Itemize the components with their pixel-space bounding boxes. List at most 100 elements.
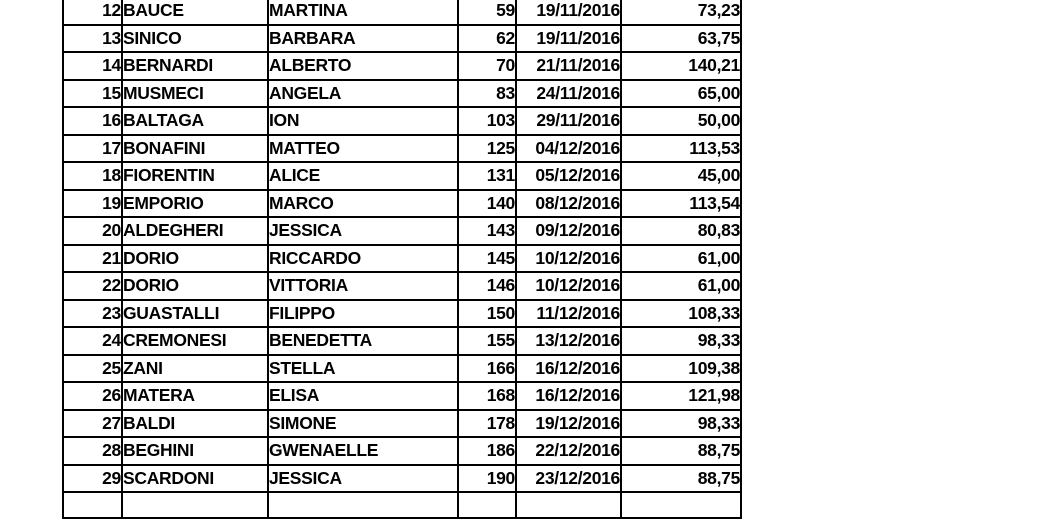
cell-date[interactable]: 04/12/2016	[515, 133, 622, 163]
cell-first-name[interactable]: ELISA	[267, 381, 459, 411]
cell-surname[interactable]: SINICO	[121, 23, 269, 53]
cell-member-id[interactable]: 131	[457, 161, 517, 191]
cell-member-id[interactable]	[457, 491, 517, 519]
cell-row-number[interactable]: 27	[62, 408, 123, 438]
cell-amount[interactable]: 63,75	[620, 23, 742, 53]
cell-member-id[interactable]: 70	[457, 51, 517, 81]
cell-row-number[interactable]: 25	[62, 353, 123, 383]
cell-surname[interactable]: DORIO	[121, 271, 269, 301]
cell-row-number[interactable]: 20	[62, 216, 123, 246]
cell-first-name[interactable]: BARBARA	[267, 23, 459, 53]
cell-first-name[interactable]: JESSICA	[267, 463, 459, 493]
cell-first-name[interactable]: ANGELA	[267, 78, 459, 108]
cell-surname[interactable]: BEGHINI	[121, 436, 269, 466]
cell-surname[interactable]	[121, 491, 269, 519]
cell-member-id[interactable]: 140	[457, 188, 517, 218]
cell-first-name[interactable]: SIMONE	[267, 408, 459, 438]
cell-member-id[interactable]: 190	[457, 463, 517, 493]
cell-date[interactable]: 10/12/2016	[515, 243, 622, 273]
cell-row-number[interactable]: 29	[62, 463, 123, 493]
cell-date[interactable]: 16/12/2016	[515, 381, 622, 411]
cell-amount[interactable]: 73,23	[620, 0, 742, 26]
cell-first-name[interactable]: GWENAELLE	[267, 436, 459, 466]
cell-row-number[interactable]: 18	[62, 161, 123, 191]
cell-row-number[interactable]: 14	[62, 51, 123, 81]
cell-first-name[interactable]: ALICE	[267, 161, 459, 191]
cell-amount[interactable]: 98,33	[620, 408, 742, 438]
cell-amount[interactable]: 113,54	[620, 188, 742, 218]
cell-member-id[interactable]: 168	[457, 381, 517, 411]
cell-first-name[interactable]: MARTINA	[267, 0, 459, 26]
cell-member-id[interactable]: 166	[457, 353, 517, 383]
cell-first-name[interactable]: BENEDETTA	[267, 326, 459, 356]
cell-amount[interactable]: 98,33	[620, 326, 742, 356]
cell-amount[interactable]: 113,53	[620, 133, 742, 163]
cell-amount[interactable]: 108,33	[620, 298, 742, 328]
cell-member-id[interactable]: 178	[457, 408, 517, 438]
cell-surname[interactable]: GUASTALLI	[121, 298, 269, 328]
cell-member-id[interactable]: 145	[457, 243, 517, 273]
cell-date[interactable]: 24/11/2016	[515, 78, 622, 108]
cell-amount[interactable]: 140,21	[620, 51, 742, 81]
cell-date[interactable]: 11/12/2016	[515, 298, 622, 328]
cell-surname[interactable]: BAUCE	[121, 0, 269, 26]
cell-amount[interactable]: 45,00	[620, 161, 742, 191]
cell-date[interactable]: 29/11/2016	[515, 106, 622, 136]
cell-member-id[interactable]: 186	[457, 436, 517, 466]
cell-member-id[interactable]: 143	[457, 216, 517, 246]
cell-first-name[interactable]: STELLA	[267, 353, 459, 383]
cell-row-number[interactable]: 12	[62, 0, 123, 26]
cell-amount[interactable]: 61,00	[620, 271, 742, 301]
cell-row-number[interactable]: 23	[62, 298, 123, 328]
cell-date[interactable]: 13/12/2016	[515, 326, 622, 356]
cell-surname[interactable]: BALTAGA	[121, 106, 269, 136]
cell-row-number[interactable]: 17	[62, 133, 123, 163]
cell-row-number[interactable]	[62, 491, 123, 519]
cell-date[interactable]: 22/12/2016	[515, 436, 622, 466]
cell-first-name[interactable]: VITTORIA	[267, 271, 459, 301]
cell-first-name[interactable]: MARCO	[267, 188, 459, 218]
cell-amount[interactable]: 109,38	[620, 353, 742, 383]
cell-member-id[interactable]: 62	[457, 23, 517, 53]
cell-row-number[interactable]: 28	[62, 436, 123, 466]
cell-member-id[interactable]: 59	[457, 0, 517, 26]
cell-row-number[interactable]: 13	[62, 23, 123, 53]
cell-row-number[interactable]: 16	[62, 106, 123, 136]
cell-member-id[interactable]: 125	[457, 133, 517, 163]
cell-surname[interactable]: CREMONESI	[121, 326, 269, 356]
cell-amount[interactable]: 80,83	[620, 216, 742, 246]
cell-first-name[interactable]: JESSICA	[267, 216, 459, 246]
cell-member-id[interactable]: 83	[457, 78, 517, 108]
cell-date[interactable]: 05/12/2016	[515, 161, 622, 191]
cell-member-id[interactable]: 155	[457, 326, 517, 356]
cell-date[interactable]: 19/11/2016	[515, 23, 622, 53]
cell-date[interactable]: 10/12/2016	[515, 271, 622, 301]
cell-amount[interactable]: 88,75	[620, 436, 742, 466]
cell-member-id[interactable]: 150	[457, 298, 517, 328]
cell-surname[interactable]: MATERA	[121, 381, 269, 411]
cell-first-name[interactable]: FILIPPO	[267, 298, 459, 328]
cell-first-name[interactable]: RICCARDO	[267, 243, 459, 273]
cell-date[interactable]	[515, 491, 622, 519]
cell-first-name[interactable]: ALBERTO	[267, 51, 459, 81]
cell-row-number[interactable]: 15	[62, 78, 123, 108]
cell-date[interactable]: 19/11/2016	[515, 0, 622, 26]
cell-date[interactable]: 23/12/2016	[515, 463, 622, 493]
cell-surname[interactable]: ZANI	[121, 353, 269, 383]
cell-surname[interactable]: ALDEGHERI	[121, 216, 269, 246]
cell-surname[interactable]: EMPORIO	[121, 188, 269, 218]
cell-surname[interactable]: BALDI	[121, 408, 269, 438]
cell-member-id[interactable]: 146	[457, 271, 517, 301]
cell-date[interactable]: 19/12/2016	[515, 408, 622, 438]
cell-date[interactable]: 09/12/2016	[515, 216, 622, 246]
cell-surname[interactable]: BONAFINI	[121, 133, 269, 163]
cell-surname[interactable]: DORIO	[121, 243, 269, 273]
cell-row-number[interactable]: 21	[62, 243, 123, 273]
cell-date[interactable]: 21/11/2016	[515, 51, 622, 81]
cell-amount[interactable]: 65,00	[620, 78, 742, 108]
cell-amount[interactable]	[620, 491, 742, 519]
cell-surname[interactable]: FIORENTIN	[121, 161, 269, 191]
cell-amount[interactable]: 121,98	[620, 381, 742, 411]
cell-first-name[interactable]: MATTEO	[267, 133, 459, 163]
cell-row-number[interactable]: 26	[62, 381, 123, 411]
